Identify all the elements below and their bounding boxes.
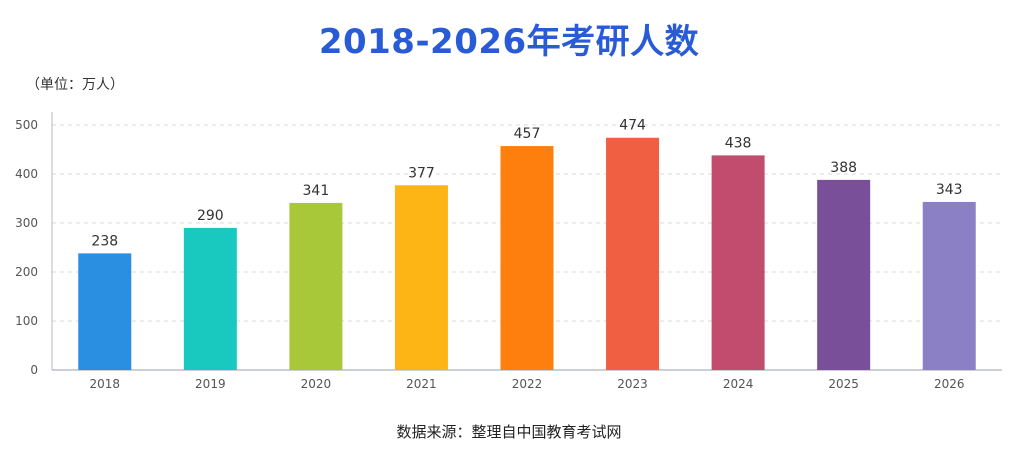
x-tick-label-2022: 2022: [512, 377, 543, 391]
x-tick-label-2024: 2024: [723, 377, 754, 391]
x-tick-label-2020: 2020: [301, 377, 332, 391]
bar-2018: [78, 253, 132, 370]
y-tick-label: 500: [15, 118, 38, 132]
data-source: 数据来源：整理自中国教育考试网: [396, 423, 622, 441]
data-label-2020: 341: [303, 183, 330, 199]
chart-title: 2018-2026年考研人数: [318, 22, 700, 62]
data-label-2024: 438: [725, 135, 752, 151]
x-tick-label-2026: 2026: [934, 377, 965, 391]
unit-label: （单位：万人）: [26, 77, 124, 93]
bar-2024: [711, 155, 765, 370]
x-tick-label-2018: 2018: [90, 377, 121, 391]
y-tick-label: 300: [15, 216, 38, 230]
x-tick-label-2021: 2021: [406, 377, 437, 391]
data-label-2025: 388: [830, 160, 857, 176]
y-tick-label: 0: [30, 363, 38, 377]
x-tick-label-2025: 2025: [828, 377, 859, 391]
bar-2022: [500, 146, 554, 370]
bar-2026: [922, 201, 976, 370]
bars: [78, 137, 976, 370]
data-label-2022: 457: [514, 126, 541, 142]
y-tick-label: 200: [15, 265, 38, 279]
bar-2025: [817, 179, 871, 370]
bar-2023: [606, 137, 660, 370]
data-label-2021: 377: [408, 165, 435, 181]
y-tick-label: 400: [15, 167, 38, 181]
data-label-2026: 343: [936, 182, 963, 198]
data-label-2018: 238: [91, 233, 118, 249]
bar-2021: [394, 185, 448, 370]
data-label-2023: 474: [619, 118, 646, 134]
x-tick-label-2023: 2023: [617, 377, 648, 391]
x-axis-ticks: 2018 2019 2020 2021 2022 2023 2024 2025 2026: [90, 377, 965, 391]
bar-2019: [183, 227, 237, 370]
data-label-2019: 290: [197, 208, 224, 224]
bar-2020: [289, 202, 343, 370]
data-labels: 238 290 341 377 457 474 438 388 343: [91, 118, 962, 250]
y-axis-ticks: 0 100 200 300 400 500: [15, 118, 38, 377]
y-tick-label: 100: [15, 314, 38, 328]
x-tick-label-2019: 2019: [195, 377, 226, 391]
